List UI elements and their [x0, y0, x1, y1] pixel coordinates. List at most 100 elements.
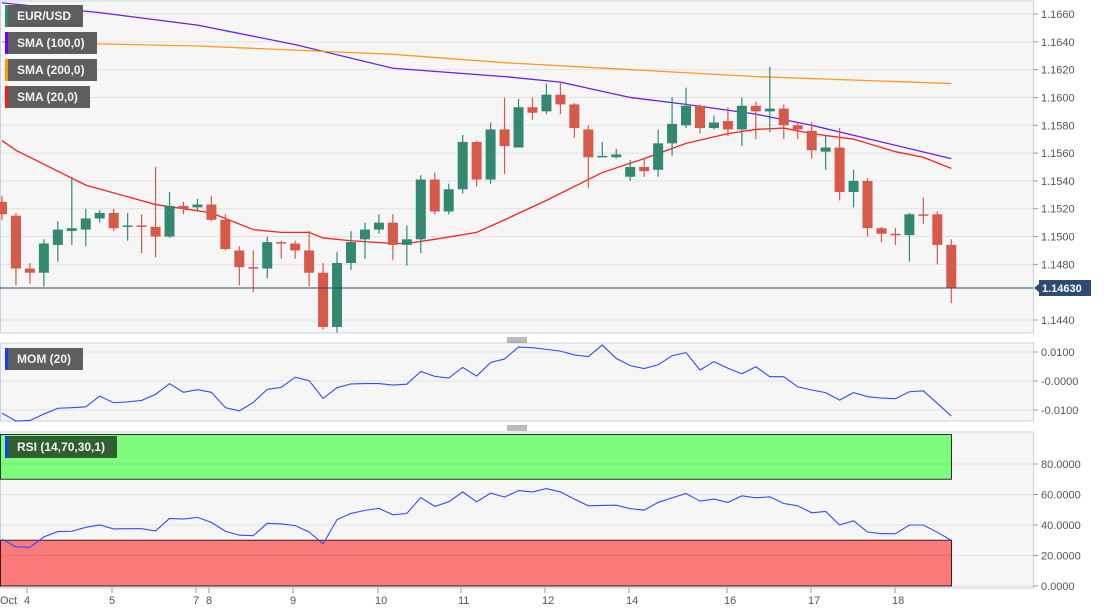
candle-body [24, 268, 35, 273]
candle [429, 172, 440, 215]
candle [80, 208, 91, 247]
candle-body [38, 243, 49, 273]
date-label: 5 [109, 595, 115, 607]
candle [164, 192, 175, 238]
candle-body [736, 105, 747, 130]
candle [332, 251, 343, 333]
date-label: 16 [724, 595, 736, 607]
candle-body [485, 129, 496, 180]
candle-body [597, 155, 608, 158]
mom-tick-label: -0.0100 [1041, 405, 1078, 417]
candle [904, 212, 915, 262]
candle-body [290, 243, 301, 251]
candle [918, 197, 929, 225]
candle [0, 196, 7, 220]
candle [778, 104, 789, 140]
candle [10, 212, 21, 286]
date-label: 12 [542, 595, 554, 607]
price-tick-label: 1.1600 [1041, 92, 1075, 104]
candle [611, 148, 622, 159]
panel-mom [0, 342, 1034, 422]
last-price-badge [1039, 280, 1091, 297]
legend-color-swatch [5, 348, 8, 370]
panel-resize-handle[interactable] [507, 425, 527, 431]
date-label: 4 [24, 595, 30, 607]
candle [220, 214, 231, 251]
candle [527, 97, 538, 120]
mom-tick-label: -0.0000 [1041, 376, 1078, 388]
last-price-pointer [1034, 284, 1039, 293]
candle [52, 221, 63, 262]
price-tick-label: 1.1560 [1041, 148, 1075, 160]
candle-body [122, 225, 133, 227]
price-tick-label: 1.1580 [1041, 120, 1075, 132]
candle-body [764, 108, 775, 112]
legend-color-swatch [5, 86, 8, 108]
date-label: 7 [193, 595, 199, 607]
legend-sma-200[interactable]: SMA (200,0) [5, 59, 97, 81]
candle-body [52, 229, 63, 245]
candle-body [136, 225, 147, 227]
candle [625, 160, 636, 181]
rsi-tick-label: 40.0000 [1041, 520, 1081, 532]
candle [597, 141, 608, 158]
date-label: Oct [0, 595, 17, 607]
candle [792, 122, 803, 140]
candle [834, 128, 845, 201]
legend-sma-100[interactable]: SMA (100,0) [5, 32, 97, 54]
panel-resize-handle[interactable] [507, 337, 527, 343]
candle-body [876, 228, 887, 234]
overbought-zone [0, 434, 952, 480]
candle [820, 135, 831, 170]
candle [736, 97, 747, 147]
candle [290, 240, 301, 259]
legend-rsi[interactable]: RSI (14,70,30,1) [5, 436, 118, 458]
legend-color-swatch [5, 32, 8, 54]
legend-color-swatch [5, 59, 8, 81]
date-label: 18 [892, 595, 904, 607]
candle-body [359, 229, 370, 240]
date-label: 17 [808, 595, 820, 607]
legend-mom[interactable]: MOM (20) [5, 348, 83, 370]
candle-body [834, 147, 845, 193]
candle [38, 239, 49, 287]
candle-body [304, 250, 315, 273]
legend-label: MOM (20) [17, 352, 71, 366]
candle [304, 230, 315, 287]
candle-body [918, 214, 929, 216]
candle [262, 236, 273, 279]
candle-body [667, 123, 678, 144]
candle-body [94, 212, 105, 219]
candle [541, 83, 552, 115]
price-tick-label: 1.1660 [1041, 9, 1075, 21]
candle-body [513, 107, 524, 148]
last-price-label: 1.14630 [1042, 283, 1082, 295]
candle [653, 129, 664, 177]
price-tick-label: 1.1500 [1041, 232, 1075, 244]
candle [415, 175, 426, 254]
legend-color-swatch [5, 436, 8, 458]
candle-body [262, 242, 273, 269]
legend-eurusd[interactable]: EUR/USD [5, 5, 84, 27]
candle-body [778, 108, 789, 126]
candle [485, 122, 496, 184]
candle [764, 66, 775, 133]
candle-body [192, 204, 203, 208]
legend-sma-20[interactable]: SMA (20,0) [5, 86, 90, 108]
candle-body [820, 147, 831, 152]
candle [722, 107, 733, 137]
candle [234, 246, 245, 286]
mom-line [1, 344, 952, 422]
candle-body [276, 242, 287, 244]
candle-body [653, 143, 664, 170]
price-tick-label: 1.1440 [1041, 315, 1075, 327]
candle [108, 208, 119, 231]
legend-label: EUR/USD [17, 9, 72, 23]
candle-body [318, 272, 329, 327]
candle [806, 122, 817, 159]
candle [513, 98, 524, 148]
candle-body [708, 122, 719, 129]
date-label: 11 [458, 595, 469, 607]
rsi-tick-label: 80.0000 [1041, 459, 1081, 471]
